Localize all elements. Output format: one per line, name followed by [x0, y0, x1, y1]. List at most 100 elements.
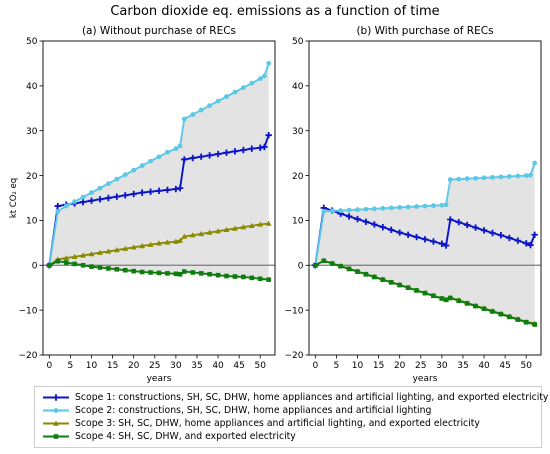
subplot-b-point-scope-2-20 — [473, 175, 479, 181]
subplot-b-point-scope-4-8 — [380, 277, 386, 282]
subplot-b-point-scope-2-23 — [498, 174, 504, 180]
subplot-a-point-scope-1-22 — [223, 149, 230, 156]
subplot-a-xtick-label-20: 20 — [128, 361, 140, 371]
subplot-b-ytick-label--20: −20 — [285, 351, 304, 361]
subplot-a-point-scope-3-26 — [257, 221, 264, 227]
legend-label-scope-2: Scope 2: constructions, SH, SC, DHW, hom… — [75, 405, 432, 416]
subplot-a-point-scope-2-13 — [156, 154, 162, 160]
subplot-a-point-scope-4-9 — [122, 267, 128, 273]
subplot-a-point-scope-2-16 — [177, 143, 183, 149]
subplot-b-ytick-label-0: 0 — [298, 261, 304, 271]
subplot-b-point-scope-4-20 — [473, 303, 478, 309]
subplot-a-shaded-band — [49, 63, 269, 280]
subplot-a-xtick-label-30: 30 — [170, 361, 182, 371]
subplot-a-point-scope-2-21 — [215, 98, 221, 104]
subplot-a-ytick-label--10: −10 — [19, 306, 38, 316]
subplot-b-point-scope-1-28 — [531, 231, 538, 238]
subplot-b-xtick-label-50: 50 — [521, 361, 533, 371]
legend-label-scope-4: Scope 4: SH, SC, DHW, and exported elect… — [75, 431, 296, 442]
subplot-a-point-scope-1-10 — [130, 190, 137, 198]
subplot-b: 0 5 10 15 20 25 30 35 40 45 50 −20 −10 0 10 20 30 40 50 (b)… — [285, 25, 542, 384]
subplot-b-point-scope-1-14 — [430, 238, 437, 245]
subplot-b-point-scope-4-13 — [422, 290, 428, 296]
subplot-b-point-scope-4-24 — [507, 314, 512, 320]
subplot-a-ytick-label-20: 20 — [26, 172, 38, 182]
subplot-a-point-scope-4-17 — [182, 269, 187, 274]
subplot-b-point-scope-1-17 — [447, 216, 454, 223]
subplot-b-point-scope-1-23 — [497, 232, 505, 239]
subplot-a-point-scope-1-25 — [248, 145, 255, 152]
subplot-b-ytick-label-40: 40 — [292, 82, 304, 92]
subplot-a-point-scope-3-4 — [80, 252, 86, 258]
subplot-a-ytick-label-10: 10 — [26, 217, 38, 227]
subplot-a-point-scope-2-27 — [262, 73, 267, 79]
subplot-a-series-scope-3 — [46, 220, 272, 268]
subplot-a-point-scope-2-14 — [165, 149, 170, 155]
subplot-a-point-scope-2-1 — [55, 209, 61, 214]
subplot-a-point-scope-4-24 — [241, 274, 246, 280]
subplot-b-title: (b) With purchase of RECs — [356, 25, 493, 37]
subplot-a-point-scope-1-5 — [88, 197, 95, 204]
subplot-b-shaded-band — [315, 163, 535, 325]
subplot-b-series-scope-4 — [313, 258, 537, 327]
subplot-a-point-scope-2-10 — [131, 167, 137, 173]
subplot-a-point-scope-2-19 — [198, 107, 204, 113]
subplot-a-xtick-label-35: 35 — [191, 361, 202, 371]
subplot-b-point-scope-4-4 — [346, 266, 352, 272]
subplot-b-point-scope-2-22 — [490, 174, 495, 180]
subplot-b-xtick-label-20: 20 — [394, 361, 406, 371]
subplot-b-point-scope-2-18 — [456, 176, 462, 182]
legend: Scope 1: constructions, SH, SC, DHW, hom… — [34, 386, 548, 448]
subplot-b-point-scope-2-28 — [532, 160, 538, 166]
subplot-b-point-scope-1-4 — [345, 213, 353, 220]
subplot-a-point-scope-4-1 — [55, 258, 61, 264]
subplot-a-point-scope-1-19 — [197, 153, 205, 160]
subplot-a-xtick-label-45: 45 — [233, 361, 244, 371]
subplot-b-point-scope-1-20 — [472, 224, 479, 231]
subplot-b-ytick-label-30: 30 — [292, 127, 304, 137]
subplot-b-point-scope-2-14 — [431, 203, 436, 209]
subplot-a-point-scope-1-13 — [155, 187, 163, 195]
subplot-a-point-scope-3-21 — [215, 228, 221, 234]
subplot-b-point-scope-2-1 — [321, 209, 327, 214]
subplot-b-point-scope-1-7 — [371, 221, 378, 228]
subplot-a-point-scope-1-18 — [189, 154, 196, 162]
subplot-a-point-scope-1-28 — [265, 132, 272, 139]
subplot-b-point-scope-2-7 — [371, 206, 377, 212]
subplot-a-point-scope-2-12 — [148, 158, 153, 164]
subplot-a-point-scope-3-15 — [172, 238, 179, 244]
legend-label-scope-3: Scope 3: SH, SC, DHW, home appliances an… — [75, 418, 480, 429]
subplot-a-point-scope-4-20 — [207, 271, 212, 277]
subplot-a-line-scope-3 — [48, 222, 269, 267]
subplot-a-point-scope-4-7 — [106, 266, 111, 271]
subplot-a-ytick-label-30: 30 — [26, 127, 38, 137]
subplot-b-point-scope-4-22 — [490, 309, 495, 314]
subplot-b-point-scope-2-13 — [422, 203, 428, 209]
subplot-b-point-scope-1-13 — [421, 236, 429, 243]
subplot-a-point-scope-3-9 — [122, 245, 129, 251]
subplot-b-point-scope-4-27 — [532, 322, 537, 327]
subplot-b-xlabel: years — [413, 374, 438, 384]
subplot-a-line-scope-4 — [48, 260, 269, 281]
subplot-b-point-scope-4-17 — [448, 295, 453, 301]
subplot-a-point-scope-2-28 — [266, 61, 272, 66]
subplot-a-point-scope-3-23 — [232, 225, 238, 231]
subplot-a-point-scope-2-11 — [139, 163, 145, 169]
subplot-a-point-scope-4-10 — [131, 268, 136, 274]
subplot-a-point-scope-3-24 — [240, 224, 247, 230]
subplot-a-point-scope-3-19 — [198, 230, 205, 237]
subplot-a-xtick-label-5: 5 — [68, 361, 74, 371]
subplot-a-point-scope-3-22 — [223, 226, 230, 233]
subplot-b-point-scope-4-11 — [405, 285, 411, 291]
subplot-b-point-scope-1-18 — [455, 219, 462, 226]
subplot-a-title: (a) Without purchase of RECs — [82, 25, 236, 37]
subplot-a-point-scope-4-15 — [173, 271, 179, 277]
subplot-a-point-scope-3-11 — [139, 242, 146, 249]
subplot-a-point-scope-1-27 — [261, 143, 268, 151]
subplot-a-point-scope-2-26 — [257, 76, 263, 82]
subplot-b-point-scope-4-12 — [414, 288, 419, 293]
subplot-a-point-scope-2-8 — [114, 176, 120, 182]
subplot-b-point-scope-2-27 — [528, 172, 533, 178]
subplot-a-point-scope-2-2 — [63, 203, 69, 209]
subplot-b-point-scope-1-12 — [413, 233, 420, 241]
